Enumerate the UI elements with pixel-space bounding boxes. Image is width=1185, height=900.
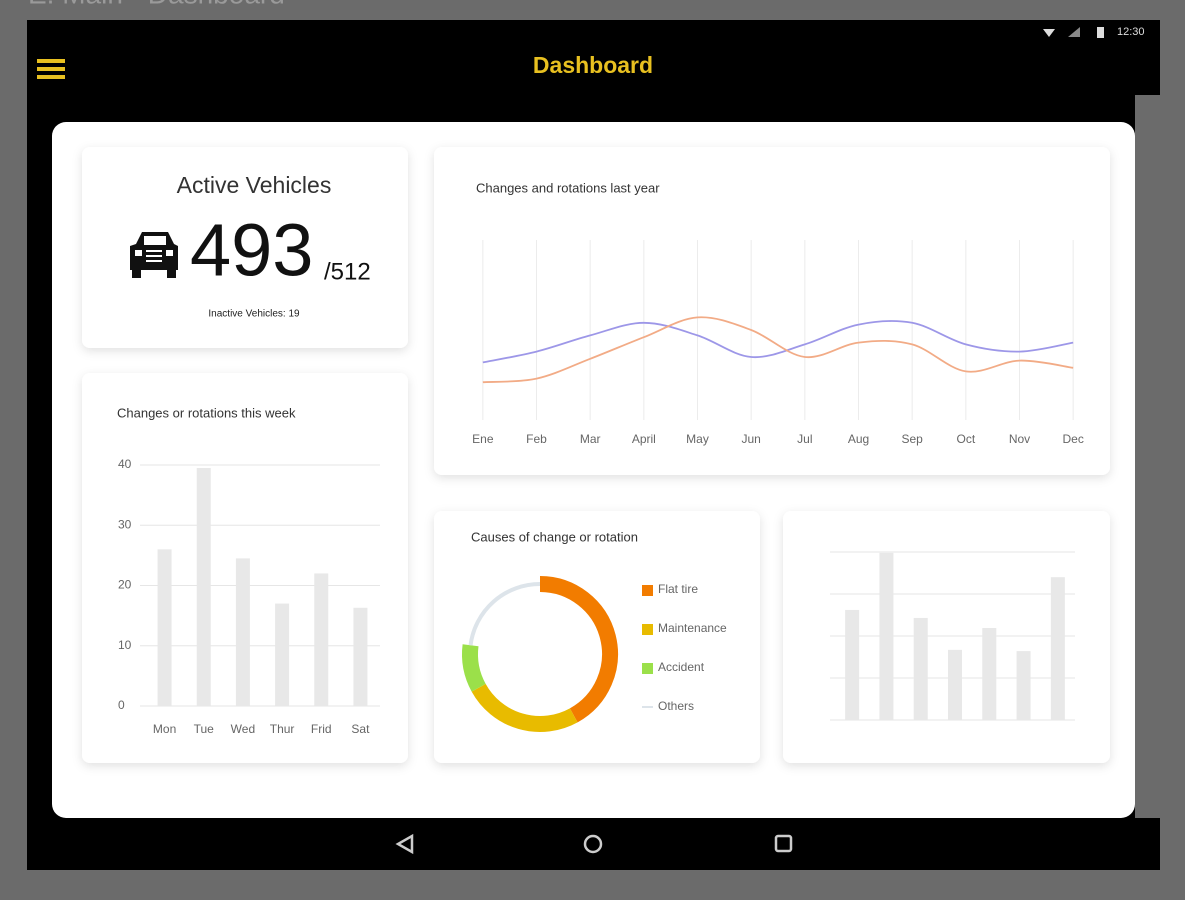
recents-button[interactable] <box>774 834 793 853</box>
y-tick-label: 10 <box>118 638 132 652</box>
app-title: Dashboard <box>533 52 653 78</box>
x-tick-label: Nov <box>1009 432 1030 446</box>
donut-segment <box>539 576 618 723</box>
chart-title: Causes of change or rotation <box>471 529 638 544</box>
window-title: E. Main - Dashboard <box>28 0 285 9</box>
x-tick-label: Jul <box>797 432 812 446</box>
x-tick-label: May <box>686 432 709 446</box>
line <box>482 320 1074 364</box>
bar <box>235 558 250 706</box>
x-tick-label: Jun <box>741 432 760 446</box>
legend-swatch <box>642 624 653 635</box>
legend-label: Maintenance <box>658 621 727 635</box>
legend-label: Flat tire <box>658 582 698 596</box>
bar <box>196 468 211 706</box>
back-button[interactable] <box>395 833 414 855</box>
x-tick-label: Oct <box>956 432 975 446</box>
x-tick-label: Dec <box>1062 432 1083 446</box>
bar <box>275 603 290 706</box>
legend-swatch <box>642 706 653 708</box>
x-tick-label: Sep <box>901 432 923 446</box>
legend-label: Others <box>658 699 694 713</box>
chart-title: Changes and rotations last year <box>476 180 660 195</box>
y-tick-label: 20 <box>118 578 132 592</box>
bar <box>845 609 860 720</box>
nav-edge <box>1135 818 1160 870</box>
bar <box>314 573 329 706</box>
x-tick-label: Ene <box>472 432 494 446</box>
wifi-icon <box>1043 29 1055 37</box>
active-count: 493 <box>190 209 313 292</box>
car-icon <box>130 232 178 278</box>
signal-icon <box>1068 27 1080 37</box>
y-tick-label: 40 <box>118 457 132 471</box>
legend-swatch <box>642 585 653 596</box>
x-tick-label: April <box>632 432 656 446</box>
status-time: 12:30 <box>1117 26 1145 38</box>
x-tick-label: Sat <box>351 722 370 736</box>
x-tick-label: Tue <box>194 722 215 736</box>
legend-swatch <box>642 663 653 674</box>
battery-icon <box>1097 27 1104 38</box>
total-count: /512 <box>324 258 371 285</box>
chart-title: Changes or rotations this week <box>117 405 296 420</box>
card <box>434 147 1110 475</box>
home-button[interactable] <box>583 834 603 854</box>
donut-segment <box>471 683 578 732</box>
bar <box>157 549 172 706</box>
line <box>482 316 1074 384</box>
bar <box>1050 577 1065 720</box>
x-tick-label: Frid <box>311 722 332 736</box>
bar <box>353 607 368 706</box>
x-tick-label: Feb <box>526 432 547 446</box>
bar <box>913 617 928 720</box>
x-tick-label: Wed <box>231 722 255 736</box>
x-tick-label: Thur <box>270 722 295 736</box>
bar <box>982 628 997 720</box>
inactive-count: Inactive Vehicles: 19 <box>208 309 300 320</box>
x-tick-label: Aug <box>848 432 869 446</box>
donut-segment <box>462 644 486 692</box>
bar <box>879 552 894 720</box>
legend-label: Accident <box>658 660 705 674</box>
x-tick-label: Mon <box>153 722 176 736</box>
card <box>434 511 760 763</box>
app-bar <box>27 20 1160 95</box>
y-tick-label: 0 <box>118 698 125 712</box>
nav-bar <box>395 833 793 855</box>
donut-segment <box>468 582 541 646</box>
bar <box>1016 651 1031 720</box>
x-tick-label: Mar <box>580 432 601 446</box>
card-title: Active Vehicles <box>177 172 332 198</box>
bar <box>948 649 962 720</box>
menu-button[interactable] <box>37 59 65 79</box>
card <box>82 147 408 348</box>
y-tick-label: 30 <box>118 517 132 531</box>
